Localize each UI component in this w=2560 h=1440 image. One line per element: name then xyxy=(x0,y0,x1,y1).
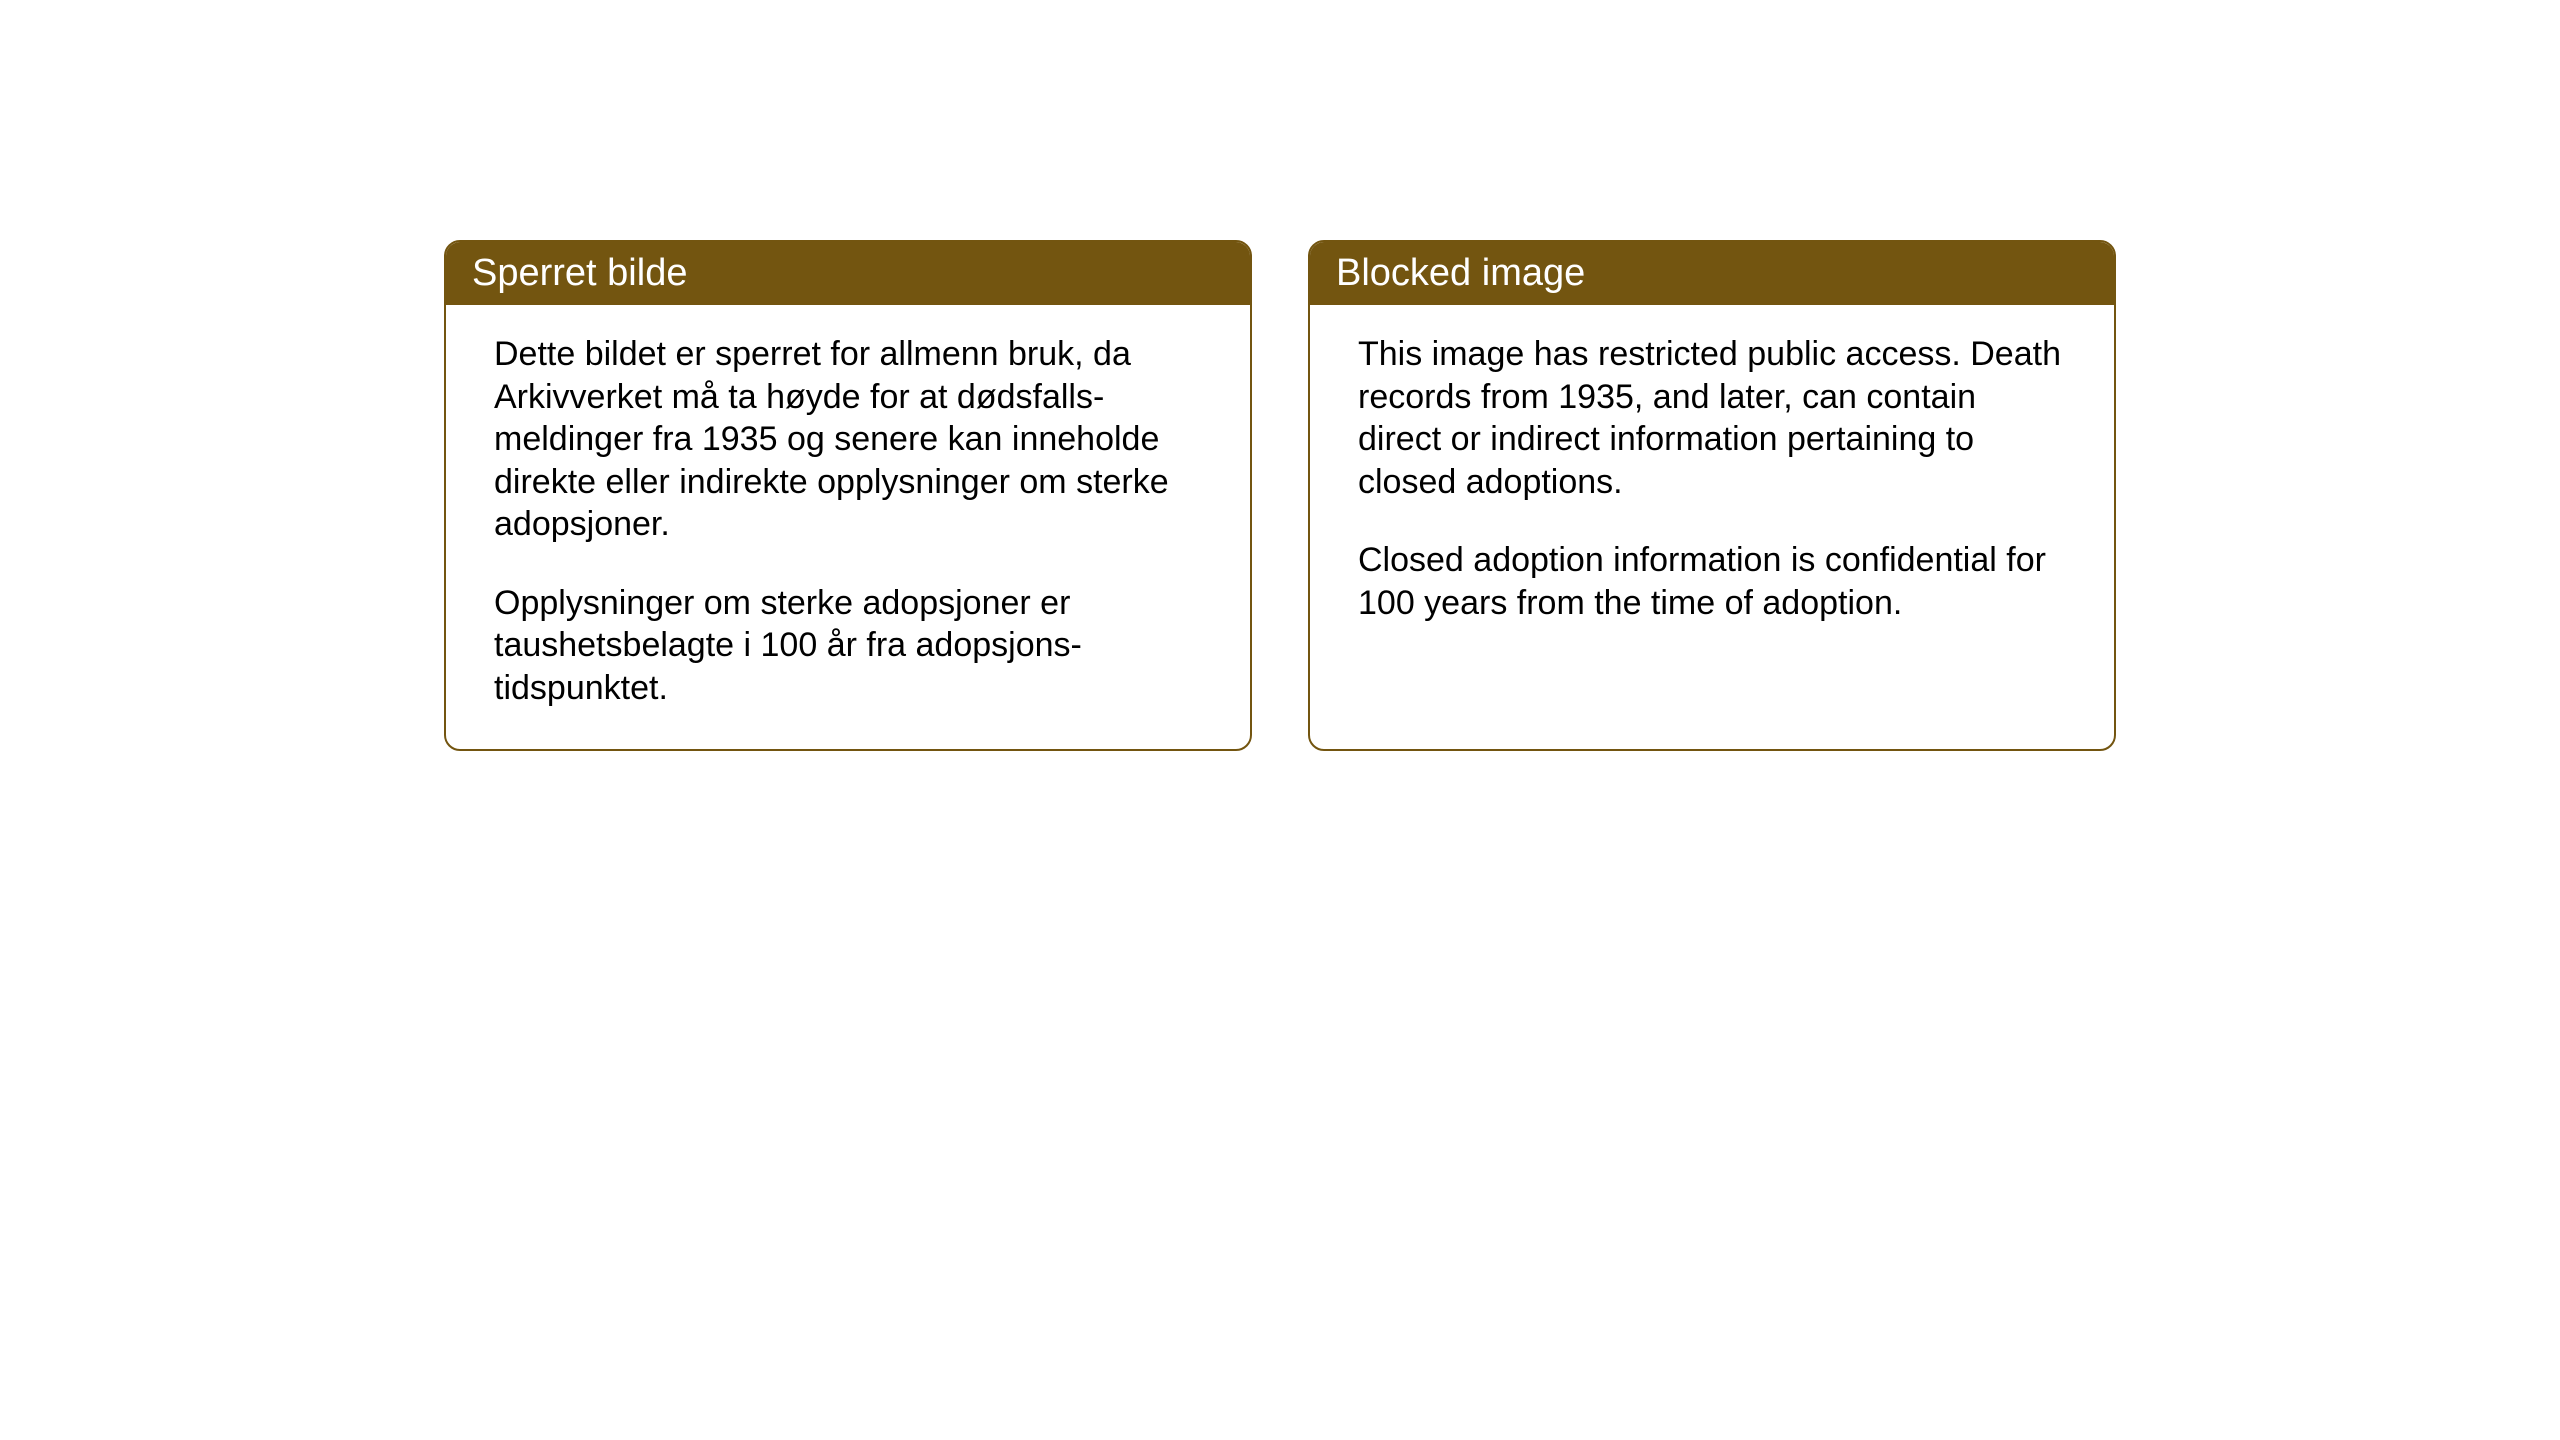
english-card-body: This image has restricted public access.… xyxy=(1310,305,2114,725)
norwegian-card-body: Dette bildet er sperret for allmenn bruk… xyxy=(446,305,1250,749)
english-notice-card: Blocked image This image has restricted … xyxy=(1308,240,2116,751)
norwegian-paragraph-2: Opplysninger om sterke adopsjoner er tau… xyxy=(494,582,1202,710)
norwegian-notice-card: Sperret bilde Dette bildet er sperret fo… xyxy=(444,240,1252,751)
english-card-title: Blocked image xyxy=(1336,252,1585,294)
norwegian-card-title: Sperret bilde xyxy=(472,252,687,294)
english-card-header: Blocked image xyxy=(1310,242,2114,305)
english-paragraph-2: Closed adoption information is confident… xyxy=(1358,539,2066,624)
notice-cards-container: Sperret bilde Dette bildet er sperret fo… xyxy=(444,240,2116,751)
english-paragraph-1: This image has restricted public access.… xyxy=(1358,333,2066,503)
norwegian-card-header: Sperret bilde xyxy=(446,242,1250,305)
norwegian-paragraph-1: Dette bildet er sperret for allmenn bruk… xyxy=(494,333,1202,546)
